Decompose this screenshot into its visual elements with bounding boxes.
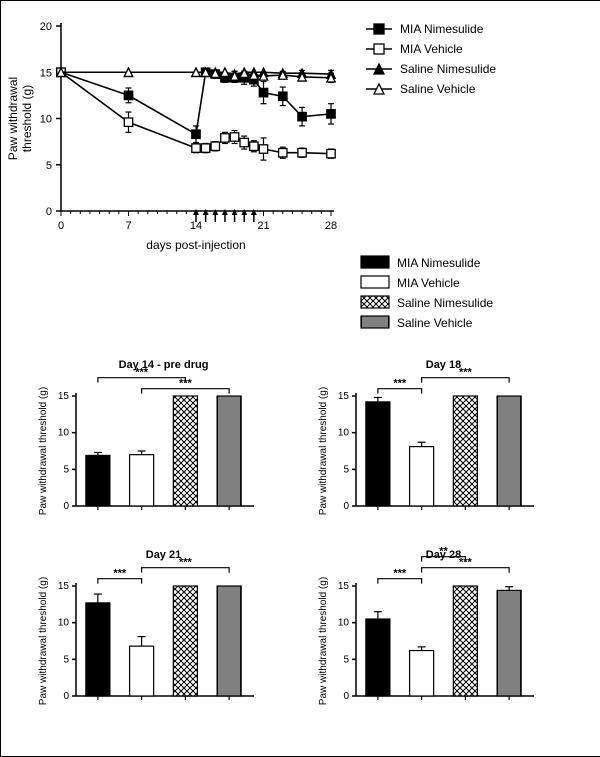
svg-text:15: 15 — [58, 391, 70, 402]
bar-chart-title: Day 18 — [426, 359, 461, 371]
bar-saline-nimesulide — [453, 586, 477, 696]
svg-text:20: 20 — [40, 21, 52, 33]
svg-text:15: 15 — [40, 67, 52, 79]
bar-chart-title: Day 14 - pre drug — [119, 359, 209, 371]
svg-text:10: 10 — [40, 114, 52, 126]
bar-saline-nimesulide — [173, 396, 197, 506]
bar-mia-nimesulide — [366, 619, 390, 696]
svg-text:0: 0 — [63, 501, 69, 512]
series-mia-nimesulide — [57, 68, 335, 143]
bar-mia-nimesulide — [86, 455, 110, 506]
svg-text:10: 10 — [58, 618, 70, 629]
bar-saline-vehicle — [497, 590, 521, 696]
line-chart: 0510152007142128days post-injectionPaw w… — [6, 21, 496, 252]
svg-text:0: 0 — [63, 691, 69, 702]
svg-text:15: 15 — [338, 581, 350, 592]
svg-text:10: 10 — [338, 428, 350, 439]
bar-saline-vehicle — [497, 396, 521, 506]
svg-text:7: 7 — [125, 220, 131, 232]
svg-text:Saline Vehicle: Saline Vehicle — [397, 316, 473, 330]
bar-mia-vehicle — [130, 646, 154, 696]
bar-mia-vehicle — [130, 455, 154, 506]
svg-text:Saline Nimesulide: Saline Nimesulide — [400, 62, 496, 76]
line-chart-legend: MIA Nimesulide MIA Vehicle Saline Nimesuli… — [366, 22, 496, 96]
svg-text:10: 10 — [338, 618, 350, 629]
bar-chart-ylabel: Paw withdrawal threshold (g) — [318, 387, 329, 515]
y-axis-label: Paw withdrawalthreshold (g) — [6, 77, 34, 160]
bar-chart-title: Day 21 — [146, 549, 181, 561]
svg-text:Saline Vehicle: Saline Vehicle — [400, 82, 476, 96]
series-saline-vehicle — [57, 68, 335, 82]
svg-text:5: 5 — [63, 654, 69, 665]
bar-chart-0: 051015******Day 14 - pre drugPaw withdra… — [38, 359, 254, 515]
svg-text:10: 10 — [58, 428, 70, 439]
bar-chart-title: Day 28 — [426, 549, 461, 561]
svg-text:28: 28 — [325, 220, 337, 232]
bar-chart-ylabel: Paw withdrawal threshold (g) — [38, 387, 49, 515]
svg-text:0: 0 — [46, 206, 52, 218]
svg-text:Saline Nimesulide: Saline Nimesulide — [397, 296, 493, 310]
significance-label: *** — [113, 568, 127, 580]
svg-text:5: 5 — [343, 464, 349, 475]
bar-saline-vehicle — [217, 586, 241, 696]
bar-chart-ylabel: Paw withdrawal threshold (g) — [38, 577, 49, 705]
bar-chart-3: 051015********Day 28Paw withdrawal thres… — [318, 546, 534, 706]
svg-text:0: 0 — [343, 691, 349, 702]
bar-chart-2: 051015******Day 21Paw withdrawal thresho… — [38, 549, 254, 705]
svg-text:MIA Vehicle: MIA Vehicle — [400, 42, 463, 56]
bar-chart-ylabel: Paw withdrawal threshold (g) — [318, 577, 329, 705]
svg-text:MIA Vehicle: MIA Vehicle — [397, 276, 460, 290]
svg-text:15: 15 — [58, 581, 70, 592]
bar-mia-vehicle — [410, 447, 434, 506]
svg-text:5: 5 — [343, 654, 349, 665]
svg-text:15: 15 — [338, 391, 350, 402]
significance-label: *** — [179, 378, 193, 390]
svg-text:5: 5 — [46, 160, 52, 172]
bar-chart-1: 051015******Day 18Paw withdrawal thresho… — [318, 359, 534, 515]
bar-saline-vehicle — [217, 396, 241, 506]
svg-text:MIA Nimesulide: MIA Nimesulide — [400, 22, 484, 36]
svg-text:5: 5 — [63, 464, 69, 475]
bar-chart-legend: MIA Nimesulide MIA Vehicle Saline Nimesuli… — [361, 256, 493, 330]
svg-text:0: 0 — [343, 501, 349, 512]
significance-label: *** — [393, 568, 407, 580]
bar-mia-nimesulide — [366, 402, 390, 506]
bar-saline-nimesulide — [453, 396, 477, 506]
svg-text:21: 21 — [257, 220, 269, 232]
x-axis-label: days post-injection — [146, 238, 245, 252]
svg-text:MIA Nimesulide: MIA Nimesulide — [397, 256, 481, 270]
series-mia-vehicle — [57, 68, 335, 160]
bar-saline-nimesulide — [173, 586, 197, 696]
svg-text:0: 0 — [58, 220, 64, 232]
significance-label: *** — [393, 378, 407, 390]
bar-mia-vehicle — [410, 651, 434, 696]
bar-mia-nimesulide — [86, 603, 110, 696]
